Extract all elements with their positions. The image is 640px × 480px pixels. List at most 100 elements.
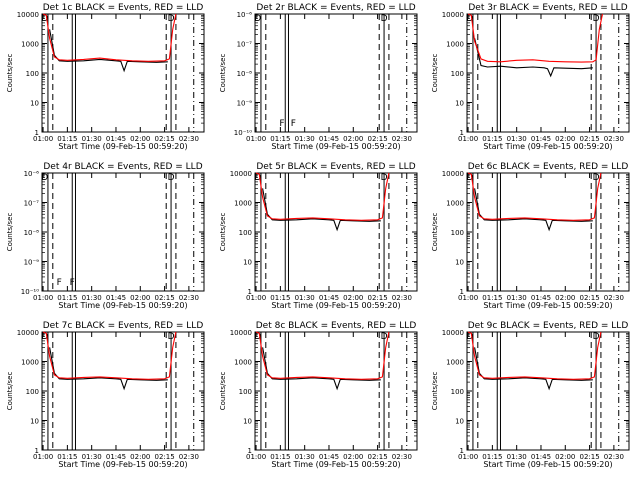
y-axis-label: Counts/sec [219, 213, 227, 252]
xtick-label: 02:15 [579, 453, 599, 461]
xtick-label: 02:30 [179, 135, 199, 143]
panel-det-9: Det 9c BLACK = Events, RED = LLD 1 10 100 10… [431, 321, 630, 469]
x-axis-label: Start Time (09-Feb-15 00:59:20) [58, 460, 187, 469]
series-events [474, 38, 593, 78]
ytick-label: 100 [451, 388, 464, 396]
xtick-label: 02:30 [604, 294, 624, 302]
xtick-label: 02:30 [179, 453, 199, 461]
ytick-label: 10 [30, 418, 39, 426]
event-marker: D [381, 173, 388, 183]
panel-det-5: Det 5r BLACK = Events, RED = LLD 1 10 100 10… [219, 162, 418, 310]
xtick-label: 01:30 [82, 453, 102, 461]
ytick-label: 1000 [446, 41, 464, 49]
y-axis-label: Counts/sec [6, 213, 14, 252]
y-axis-label: Counts/sec [431, 213, 439, 252]
event-marker: D [168, 14, 175, 24]
xtick-label: 01:15 [57, 294, 77, 302]
plot-frame [466, 13, 630, 133]
ytick-label: 10 [243, 418, 252, 426]
xtick-label: 01:45 [531, 453, 551, 461]
series-events [474, 347, 593, 391]
event-marker: D [466, 14, 473, 24]
ytick-label: 10⁻⁷ [237, 41, 253, 49]
ytick-label: 1 [460, 447, 464, 455]
panel-det-4: Det 4r BLACK = Events, RED = LLD 10⁻¹⁰ 10⁻… [6, 162, 205, 310]
ytick-label: 1000 [446, 359, 464, 367]
panel-det-1: Det 1c BLACK = Events, RED = LLD 1 10 100 10… [6, 3, 205, 151]
series-events [49, 347, 168, 391]
xtick-label: 02:00 [130, 453, 150, 461]
xtick-label: 01:30 [507, 453, 527, 461]
plot-frame [466, 172, 630, 292]
panel-title: Det 8c BLACK = Events, RED = LLD [256, 321, 417, 331]
plot-frame [254, 172, 418, 292]
event-marker: D [168, 332, 175, 342]
xtick-label: 01:30 [295, 453, 315, 461]
y-axis-label: Counts/sec [219, 372, 227, 411]
event-marker: F [70, 278, 75, 288]
ytick-label: 1 [460, 288, 464, 296]
xtick-label: 01:15 [270, 453, 290, 461]
ytick-label: 100 [239, 388, 252, 396]
xtick-label: 01:00 [246, 453, 266, 461]
xtick-label: 02:00 [555, 453, 575, 461]
panel-title: Det 3r BLACK = Events, RED = LLD [468, 3, 627, 13]
xtick-label: 02:15 [154, 453, 174, 461]
xtick-label: 01:30 [295, 135, 315, 143]
ytick-label: 1000 [446, 200, 464, 208]
panel-det-6: Det 6c BLACK = Events, RED = LLD 1 10 100 10… [431, 162, 630, 310]
ytick-label: 1000 [234, 200, 252, 208]
xtick-label: 01:30 [295, 294, 315, 302]
xtick-label: 02:30 [392, 294, 412, 302]
xtick-label: 02:30 [179, 294, 199, 302]
xtick-label: 01:45 [319, 294, 339, 302]
ytick-label: 100 [239, 229, 252, 237]
xtick-label: 02:15 [367, 294, 387, 302]
ytick-label: 10 [243, 259, 252, 267]
xtick-label: 01:45 [106, 294, 126, 302]
xtick-label: 01:30 [82, 135, 102, 143]
xtick-label: 01:00 [33, 453, 53, 461]
x-axis-label: Start Time (09-Feb-15 00:59:20) [483, 460, 612, 469]
xtick-label: 01:00 [246, 294, 266, 302]
ytick-label: 1 [248, 447, 252, 455]
panel-title: Det 1c BLACK = Events, RED = LLD [43, 3, 204, 13]
xtick-label: 01:00 [33, 294, 53, 302]
panel-det-2: Det 2r BLACK = Events, RED = LLD 10⁻¹⁰ 10⁻… [219, 3, 418, 151]
event-marker: D [254, 332, 261, 342]
event-marker: D [381, 332, 388, 342]
plot-frame [41, 331, 205, 451]
ytick-label: 10 [455, 100, 464, 108]
series-events [262, 188, 381, 232]
ytick-label: 100 [451, 229, 464, 237]
event-marker: D [466, 173, 473, 183]
event-marker: D [41, 173, 48, 183]
x-axis-label: Start Time (09-Feb-15 00:59:20) [271, 460, 400, 469]
ytick-label: 10⁻¹⁰ [21, 288, 39, 296]
y-axis-label: Counts/sec [219, 54, 227, 93]
y-axis-label: Counts/sec [431, 372, 439, 411]
ytick-label: 10000 [17, 11, 39, 19]
xtick-label: 01:30 [507, 294, 527, 302]
event-marker: F [57, 278, 62, 288]
xtick-label: 02:30 [392, 453, 412, 461]
xtick-label: 02:00 [130, 135, 150, 143]
xtick-label: 01:30 [507, 135, 527, 143]
xtick-label: 02:15 [367, 135, 387, 143]
xtick-label: 01:15 [270, 135, 290, 143]
xtick-label: 02:30 [604, 135, 624, 143]
ytick-label: 10⁻⁶ [237, 11, 253, 19]
series-events [474, 188, 593, 232]
x-axis-label: Start Time (09-Feb-15 00:59:20) [58, 301, 187, 310]
xtick-label: 01:15 [57, 135, 77, 143]
xtick-label: 02:00 [343, 453, 363, 461]
series-lld [467, 172, 602, 221]
xtick-label: 01:00 [246, 135, 266, 143]
series-lld [467, 13, 604, 63]
ytick-label: 1 [35, 447, 39, 455]
event-marker: F [291, 119, 296, 129]
ytick-label: 1 [248, 288, 252, 296]
event-marker: D [381, 14, 388, 24]
panel-det-8: Det 8c BLACK = Events, RED = LLD 1 10 100 10… [219, 321, 418, 469]
x-axis-label: Start Time (09-Feb-15 00:59:20) [58, 142, 187, 151]
